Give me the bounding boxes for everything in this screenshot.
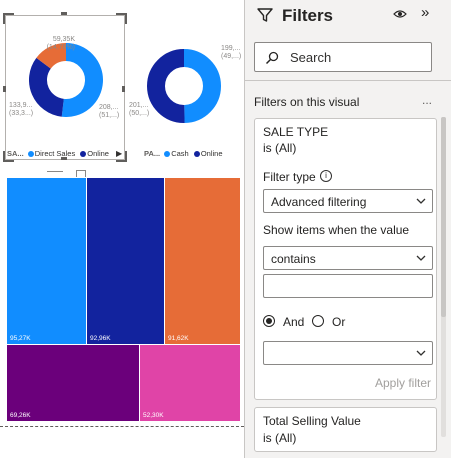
filter-type-label: Filter type (263, 170, 316, 184)
legend-dot (164, 151, 171, 158)
legend-dot (27, 151, 34, 158)
legend-item[interactable]: Online (87, 149, 109, 158)
legend-title: PA... (144, 149, 161, 158)
filter-card-state: is (All) (263, 141, 297, 155)
donut-slice[interactable] (36, 43, 67, 70)
legend-item[interactable]: Online (200, 149, 223, 158)
collapse-pane-icon[interactable]: » (421, 4, 430, 21)
condition-value: contains (271, 252, 316, 266)
filters-pane-title: Filters (282, 6, 334, 25)
divider (244, 80, 451, 81)
data-label: (33,3...) (9, 110, 34, 117)
treemap-tile-label: 69,26K (10, 412, 31, 419)
donut-slice[interactable] (61, 43, 103, 117)
chevron-down-icon (416, 198, 426, 204)
legend-item[interactable]: Direct Sales (34, 149, 76, 158)
data-label: (50,...) (129, 110, 150, 117)
treemap-tile[interactable]: 92,96K (87, 178, 164, 344)
data-label: (14,78%) (46, 44, 75, 51)
resize-handle[interactable] (3, 86, 6, 92)
legend-dot (80, 151, 87, 158)
treemap-tile[interactable]: 69,26K (7, 345, 139, 421)
treemap-tile-label: 52,30K (143, 412, 164, 419)
chevron-down-icon (416, 350, 426, 356)
donut-slice[interactable] (183, 49, 221, 123)
or-label[interactable]: Or (332, 315, 346, 329)
focus-mode-icon[interactable] (76, 170, 86, 177)
filter-visual-icon[interactable] (47, 171, 63, 176)
donut1-left-label: 133,9... (33,3...) (9, 102, 33, 118)
and-label[interactable]: And (283, 315, 305, 329)
filter-card-state: is (All) (263, 431, 297, 445)
resize-handle[interactable] (122, 86, 125, 92)
resize-handle[interactable] (61, 12, 67, 15)
condition-value-input[interactable] (263, 274, 433, 298)
filter-funnel-icon (257, 8, 273, 22)
legend-title: SA... (7, 149, 24, 158)
eye-icon[interactable] (393, 9, 407, 19)
report-canvas: 59,35K (14,78%) 133,9... (33,3...) 208,.… (0, 12, 244, 427)
treemap-tile-label: 95,27K (10, 335, 31, 342)
data-label: 59,35K (52, 36, 75, 43)
donut-slice[interactable] (147, 49, 185, 123)
data-label: (51,...) (99, 112, 120, 119)
chevron-down-icon (416, 255, 426, 261)
donut2-left-label: 201,... (50,...) (129, 102, 149, 118)
treemap-visual[interactable]: 95,27K 92,96K 91,62K 69,26K 52,30K (7, 178, 240, 421)
page-boundary (0, 426, 244, 427)
show-items-label: Show items when the value (263, 223, 410, 237)
legend-item[interactable]: Cash (171, 149, 189, 158)
resize-handle[interactable] (61, 157, 67, 160)
data-label: 208,... (99, 104, 119, 111)
search-icon (265, 51, 279, 65)
data-label: 133,9... (9, 102, 33, 109)
treemap-tile[interactable]: 91,62K (165, 178, 240, 344)
donut2-top-label: 199,... (49,...) (221, 45, 241, 61)
apply-filter-button[interactable]: Apply filter (375, 376, 432, 390)
donut-slice[interactable] (29, 57, 65, 117)
treemap-tile[interactable]: 52,30K (140, 345, 240, 421)
donut1-legend: SA... Direct Sales Online (7, 149, 109, 158)
legend-dot (193, 151, 200, 158)
filter-card-field[interactable]: SALE TYPE (263, 125, 329, 139)
filter-type-dropdown[interactable]: Advanced filtering (263, 189, 433, 213)
section-title: Filters on this visual (254, 95, 360, 109)
donut2-legend: PA... Cash Online (144, 149, 223, 158)
filter-type-value: Advanced filtering (271, 195, 367, 209)
sale-type-donut-chart[interactable] (29, 43, 103, 117)
resize-handle[interactable] (116, 13, 127, 24)
treemap-tile[interactable]: 95,27K (7, 178, 86, 344)
second-condition-dropdown[interactable] (263, 341, 433, 365)
resize-handle[interactable] (3, 13, 14, 24)
filter-card-field[interactable]: Total Selling Value (263, 414, 361, 428)
or-radio[interactable] (312, 315, 324, 327)
total-selling-filter-card (254, 407, 437, 452)
scrollbar-thumb[interactable] (441, 117, 446, 317)
condition-dropdown[interactable]: contains (263, 246, 433, 270)
radio-selected-dot (266, 318, 272, 324)
and-radio[interactable] (263, 315, 275, 327)
filters-search-box[interactable]: Search (254, 42, 432, 72)
donut1-right-label: 208,... (51,...) (99, 104, 119, 120)
more-options-icon[interactable]: ... (422, 93, 433, 107)
data-label: 199,... (221, 45, 241, 52)
data-label: 201,... (129, 102, 149, 109)
donut1-top-label: 59,35K (14,78%) (25, 36, 75, 52)
resize-handle[interactable] (116, 151, 127, 162)
info-icon[interactable]: i (320, 170, 332, 182)
treemap-tile-label: 91,62K (168, 335, 189, 342)
data-label: (49,...) (221, 53, 242, 60)
payment-donut-chart[interactable] (147, 49, 221, 123)
legend-next-arrow[interactable]: ▶ (116, 149, 123, 158)
search-placeholder: Search (290, 50, 332, 65)
treemap-tile-label: 92,96K (90, 335, 111, 342)
resize-handle[interactable] (3, 151, 14, 162)
